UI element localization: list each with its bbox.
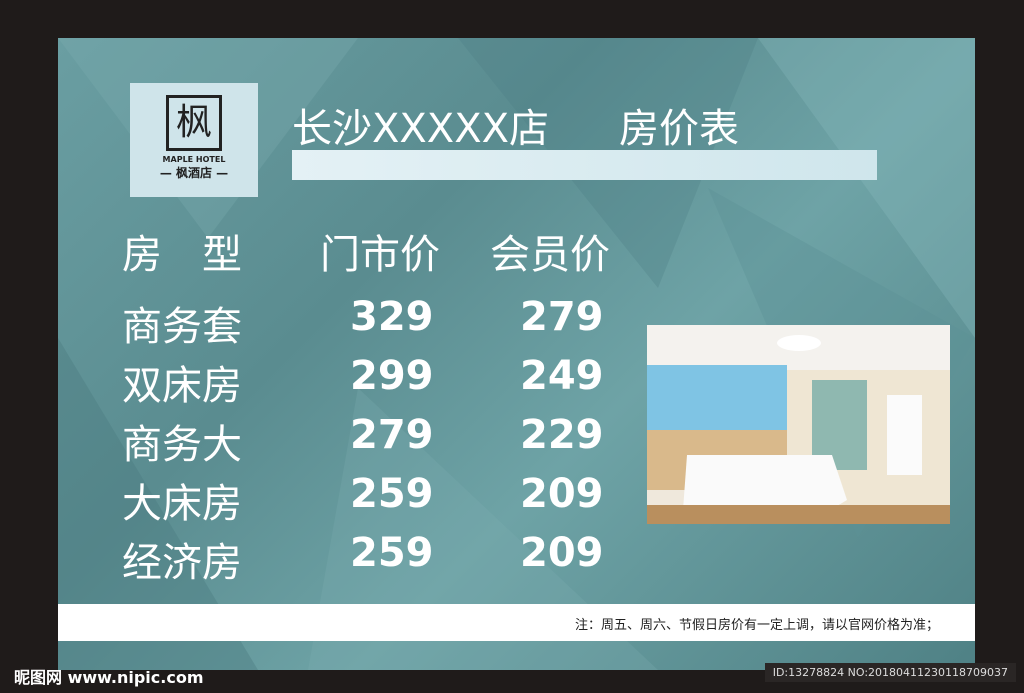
logo-mark: 枫: [166, 95, 222, 151]
room-row: 经济房 259 209: [0, 530, 700, 590]
room-photo: [647, 325, 950, 524]
header-retail-price: 门市价: [320, 232, 440, 278]
room-row: 商务套 329 279: [0, 294, 700, 354]
price-list-title: 房价表: [619, 106, 740, 152]
watermark: 昵图网 www.nipic.com: [14, 668, 204, 687]
header-room-type: 房 型: [122, 232, 242, 278]
store-name: 长沙XXXXX店: [292, 106, 550, 152]
retail-price: 279: [350, 412, 434, 458]
logo-english: MAPLE HOTEL: [162, 155, 226, 164]
room-row: 商务大 279 229: [0, 412, 700, 472]
page-title: 长沙XXXXX店 房价表: [292, 96, 809, 154]
room-name: 商务套: [122, 304, 242, 350]
retail-price: 259: [350, 471, 434, 517]
room-row: 大床房 259 209: [0, 471, 700, 531]
member-price: 249: [520, 353, 604, 399]
retail-price: 329: [350, 294, 434, 340]
member-price: 229: [520, 412, 604, 458]
retail-price: 259: [350, 530, 434, 576]
retail-price: 299: [350, 353, 434, 399]
room-row: 双床房 299 249: [0, 353, 700, 413]
hotel-logo: 枫 MAPLE HOTEL — 枫酒店 —: [130, 83, 258, 197]
title-underline-bar: [292, 150, 877, 180]
room-name: 大床房: [122, 481, 242, 527]
room-name: 经济房: [122, 540, 242, 586]
price-note: 注：周五、周六、节假日房价有一定上调，请以官网价格为准；: [574, 618, 939, 633]
room-name: 商务大: [122, 422, 242, 468]
member-price: 279: [520, 294, 604, 340]
image-id: ID:13278824 NO:20180411230118709037: [764, 663, 1016, 682]
logo-chinese: — 枫酒店 —: [159, 166, 229, 180]
note-strip: 注：周五、周六、节假日房价有一定上调，请以官网价格为准；: [58, 604, 975, 641]
room-name: 双床房: [122, 363, 242, 409]
member-price: 209: [520, 530, 604, 576]
member-price: 209: [520, 471, 604, 517]
header-member-price: 会员价: [490, 232, 610, 278]
